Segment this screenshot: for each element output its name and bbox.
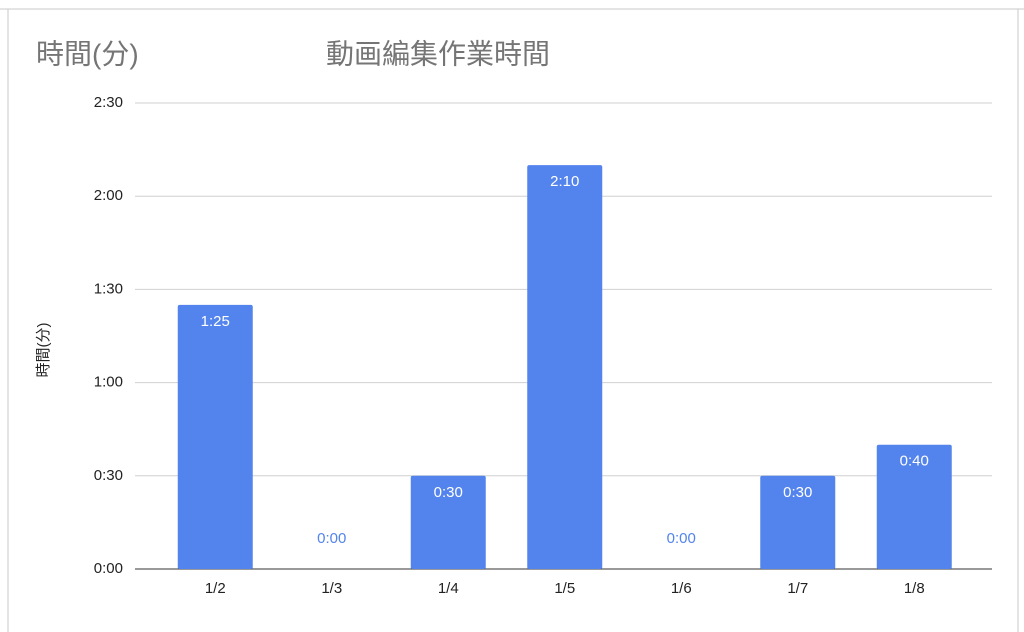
data-label: 0:30 (434, 484, 463, 501)
y-tick-label: 1:00 (94, 374, 123, 391)
bar (410, 475, 486, 569)
x-tick-label: 1/6 (671, 580, 692, 597)
y-tick-label: 0:00 (94, 560, 123, 577)
bar (876, 444, 952, 569)
data-label: 0:40 (900, 453, 929, 470)
y-tick-label: 1:30 (94, 280, 123, 297)
data-label: 1:25 (201, 313, 230, 330)
x-tick-label: 1/8 (904, 580, 925, 597)
bar (760, 475, 836, 569)
bar (527, 165, 603, 569)
x-tick-label: 1/7 (787, 580, 808, 597)
y-axis-label: 時間(分) (35, 323, 52, 378)
y-tick-label: 2:00 (94, 187, 123, 204)
legend-label: 時間(分) (36, 38, 139, 69)
chart-title: 動画編集作業時間 (326, 38, 550, 69)
data-label: 0:30 (783, 484, 812, 501)
x-tick-label: 1/4 (438, 580, 459, 597)
data-label: 0:00 (667, 530, 696, 547)
data-label: 0:00 (317, 530, 346, 547)
data-label: 2:10 (550, 173, 579, 190)
x-tick-label: 1/2 (205, 580, 226, 597)
y-tick-label: 2:30 (94, 94, 123, 111)
x-tick-label: 1/3 (321, 580, 342, 597)
x-tick-label: 1/5 (554, 580, 575, 597)
y-tick-label: 0:30 (94, 467, 123, 484)
bar (177, 304, 253, 569)
